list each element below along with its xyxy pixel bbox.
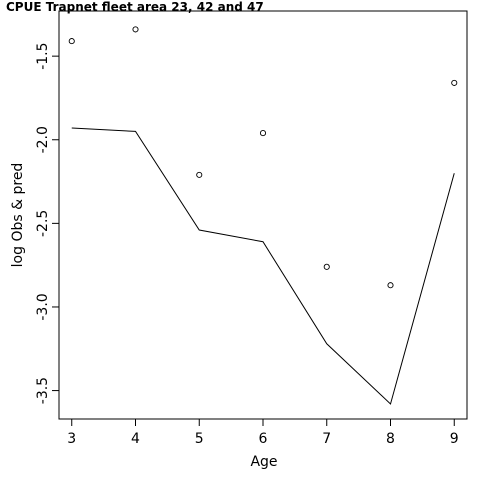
observed-point [451,79,458,86]
y-tick-label: -1.5 [35,42,51,69]
y-tick-label: -2.0 [35,126,51,153]
x-tick-label: 9 [450,431,459,447]
y-axis: -1.5 -2.0 -2.5 -3.0 -3.5 [35,42,60,404]
observed-point [196,171,203,178]
x-axis: 3 4 5 6 7 8 9 [67,418,459,447]
x-tick-label: 5 [195,431,204,447]
x-tick-label: 6 [259,431,268,447]
observed-point [323,263,330,270]
x-tick-label: 7 [322,431,331,447]
predicted-series [71,127,455,405]
x-tick-label: 8 [386,431,395,447]
x-axis-label: Age [250,454,277,470]
observed-point [259,130,267,137]
y-axis-label: log Obs & pred [10,163,26,268]
predicted-line [71,127,455,405]
observed-point [132,26,139,33]
observed-series [68,26,458,289]
observed-point [68,38,75,45]
x-tick-label: 4 [131,431,140,447]
y-tick-label: -3.0 [35,293,51,320]
y-tick-label: -3.5 [35,377,51,404]
x-tick-label: 3 [67,431,76,447]
observed-point [387,282,394,289]
plot-frame [58,10,468,420]
y-tick-label: -2.5 [35,210,51,237]
